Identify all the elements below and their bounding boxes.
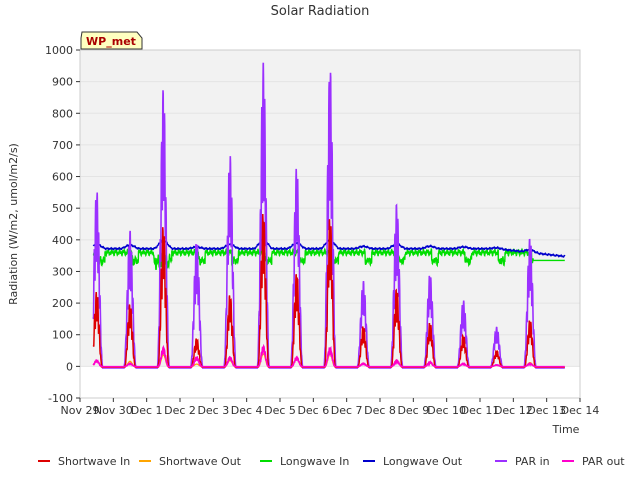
y-tick-label: 1000 bbox=[45, 44, 73, 57]
chart-title: Solar Radiation bbox=[271, 4, 370, 19]
legend-label: PAR out bbox=[582, 455, 625, 468]
series-layer bbox=[92, 62, 566, 369]
x-tick-label: Dec 10 bbox=[427, 404, 466, 417]
x-tick-label: Nov 30 bbox=[94, 404, 133, 417]
x-tick-label: Dec 8 bbox=[364, 404, 396, 417]
y-tick-label: 900 bbox=[52, 76, 73, 89]
y-tick-label: 200 bbox=[52, 297, 73, 310]
y-axis: -100 0 100 200 300 400 500 600 700 800 900 1000 bbox=[45, 44, 80, 405]
x-tick-label: Nov 29 bbox=[61, 404, 100, 417]
annotation-box: WP_met bbox=[80, 31, 143, 50]
x-tick-label: Dec 4 bbox=[231, 404, 263, 417]
x-tick-label: Dec 7 bbox=[331, 404, 363, 417]
y-tick-label: 800 bbox=[52, 107, 73, 120]
y-tick-label: -100 bbox=[48, 392, 73, 405]
legend: Shortwave In Shortwave Out Longwave In Long… bbox=[38, 455, 625, 468]
x-tick-label: Dec 3 bbox=[197, 404, 229, 417]
x-tick-label: Dec 14 bbox=[561, 404, 600, 417]
x-axis-label: Time bbox=[552, 423, 580, 436]
legend-label: Shortwave Out bbox=[159, 455, 242, 468]
y-tick-label: 300 bbox=[52, 265, 73, 278]
y-tick-label: 100 bbox=[52, 329, 73, 342]
x-tick-label: Dec 1 bbox=[131, 404, 163, 417]
x-tick-label: Dec 12 bbox=[494, 404, 533, 417]
legend-label: Longwave Out bbox=[383, 455, 463, 468]
x-tick-label: Dec 6 bbox=[297, 404, 329, 417]
y-tick-label: 600 bbox=[52, 171, 73, 184]
legend-label: PAR in bbox=[515, 455, 550, 468]
x-tick-label: Dec 9 bbox=[397, 404, 429, 417]
y-tick-label: 400 bbox=[52, 234, 73, 247]
y-tick-label: 500 bbox=[52, 202, 73, 215]
x-tick-label: Dec 13 bbox=[527, 404, 566, 417]
y-tick-label: 0 bbox=[66, 360, 73, 373]
legend-label: Shortwave In bbox=[58, 455, 130, 468]
legend-label: Longwave In bbox=[280, 455, 349, 468]
annotation-label: WP_met bbox=[86, 35, 136, 48]
x-tick-label: Dec 11 bbox=[461, 404, 500, 417]
x-tick-label: Dec 2 bbox=[164, 404, 196, 417]
series-line-par-out bbox=[92, 343, 565, 368]
plot-frame bbox=[79, 49, 581, 399]
annotation-box-shape bbox=[80, 31, 143, 50]
y-axis-label: Radiation (W/m2, umol/m2/s) bbox=[7, 143, 20, 305]
x-tick-label: Dec 5 bbox=[264, 404, 296, 417]
y-tick-label: 700 bbox=[52, 139, 73, 152]
